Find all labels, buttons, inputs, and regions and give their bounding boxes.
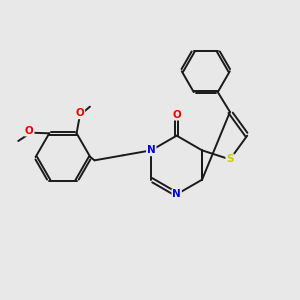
Text: N: N [147,145,156,155]
Text: O: O [172,110,181,120]
Text: O: O [76,108,84,118]
Text: S: S [226,154,234,164]
Text: O: O [25,126,34,136]
Text: N: N [172,189,181,199]
